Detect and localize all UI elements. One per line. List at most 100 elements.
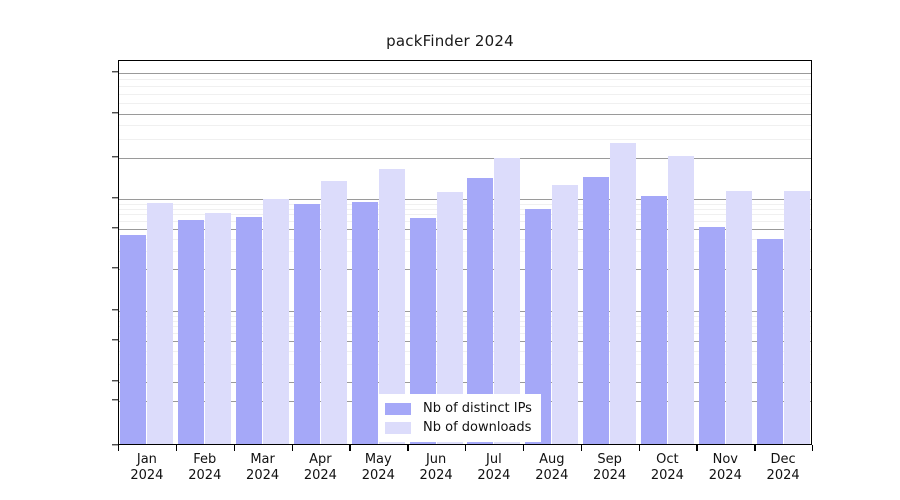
x-axis-tick-label: Nov 2024 bbox=[680, 452, 770, 484]
gridline-minor bbox=[119, 86, 811, 88]
gridline-minor bbox=[119, 208, 811, 210]
gridline-minor bbox=[119, 203, 811, 205]
x-axis-tick-label: May 2024 bbox=[333, 452, 423, 484]
gridline-major bbox=[119, 341, 811, 342]
x-axis-tick-label: Apr 2024 bbox=[275, 452, 365, 484]
legend-item-label: Nb of downloads bbox=[423, 420, 532, 435]
gridline-minor bbox=[119, 103, 811, 105]
legend-item-label: Nb of distinct IPs bbox=[423, 401, 532, 416]
gridline-minor bbox=[119, 315, 811, 317]
x-axis-tick-label: Mar 2024 bbox=[218, 452, 308, 484]
bar-distinct-ips bbox=[236, 217, 263, 444]
x-axis-tick-mark bbox=[812, 445, 814, 451]
x-axis-tick-mark bbox=[175, 445, 178, 451]
bar-distinct-ips bbox=[756, 238, 783, 444]
x-axis-tick-mark bbox=[638, 445, 640, 451]
bar-downloads bbox=[263, 199, 290, 444]
bar-downloads bbox=[552, 184, 579, 444]
x-axis-tick-year: 2024 bbox=[188, 468, 222, 483]
gridline-major bbox=[119, 73, 811, 74]
x-axis-tick-label: Jun 2024 bbox=[391, 452, 481, 484]
x-axis-tick-month: Feb bbox=[193, 452, 217, 467]
gridline-minor bbox=[119, 79, 811, 81]
y-axis-tick-mark bbox=[112, 309, 118, 311]
y-axis-tick-mark bbox=[112, 112, 118, 114]
bar-distinct-ips bbox=[293, 203, 320, 444]
x-axis-tick-year: 2024 bbox=[535, 468, 569, 483]
x-axis-tick-year: 2024 bbox=[419, 468, 453, 483]
x-axis-tick-year: 2024 bbox=[130, 468, 164, 483]
gridline-minor bbox=[119, 251, 811, 253]
x-axis-tick-label: Jul 2024 bbox=[449, 452, 539, 484]
x-axis-tick-month: Sep bbox=[597, 452, 622, 467]
chart-legend: Nb of distinct IPs Nb of downloads bbox=[378, 394, 541, 442]
x-axis-tick-month: Dec bbox=[770, 452, 796, 467]
x-axis-tick-year: 2024 bbox=[477, 468, 511, 483]
gridline-major bbox=[119, 114, 811, 115]
x-axis-tick-label: Sep 2024 bbox=[565, 452, 655, 484]
x-axis-tick-mark bbox=[118, 445, 120, 451]
gridline-minor bbox=[119, 320, 811, 322]
y-axis-tick-mark bbox=[112, 156, 118, 158]
gridline-major bbox=[119, 199, 811, 200]
bar-downloads bbox=[205, 212, 232, 444]
legend-swatch-icon bbox=[385, 421, 411, 434]
bar-downloads bbox=[725, 190, 752, 444]
x-axis-tick-month: Mar bbox=[250, 452, 275, 467]
y-axis-tick-mark bbox=[112, 444, 118, 446]
x-axis-tick-mark bbox=[754, 445, 756, 451]
x-axis-tick-mark bbox=[465, 445, 467, 451]
x-axis-tick-month: May bbox=[364, 452, 392, 467]
gridline-minor bbox=[119, 363, 811, 365]
bar-downloads bbox=[320, 181, 347, 444]
gridline-minor bbox=[119, 238, 811, 240]
y-axis-tick-mark bbox=[112, 339, 118, 341]
gridline-minor bbox=[119, 124, 811, 126]
x-axis-tick-label: Aug 2024 bbox=[507, 452, 597, 484]
x-axis-tick-mark bbox=[233, 445, 236, 451]
bar-distinct-ips bbox=[698, 227, 725, 444]
x-axis-tick-month: Apr bbox=[309, 452, 332, 467]
y-axis-tick-mark bbox=[112, 227, 118, 229]
x-axis-tick-label: Feb 2024 bbox=[160, 452, 250, 484]
x-axis-tick-month: Nov bbox=[712, 452, 738, 467]
legend-item[interactable]: Nb of downloads bbox=[385, 418, 532, 437]
x-axis-tick-year: 2024 bbox=[650, 468, 684, 483]
chart-title: packFinder 2024 bbox=[386, 32, 514, 50]
gridline-minor bbox=[119, 221, 811, 223]
x-axis-tick-year: 2024 bbox=[708, 468, 742, 483]
x-axis-tick-year: 2024 bbox=[303, 468, 337, 483]
y-axis-tick-mark bbox=[112, 380, 118, 382]
x-axis-tick-year: 2024 bbox=[593, 468, 627, 483]
gridline-minor bbox=[119, 333, 811, 335]
y-axis-tick-mark bbox=[112, 71, 118, 73]
x-axis-tick-mark bbox=[407, 445, 409, 451]
x-axis-tick-mark bbox=[291, 445, 293, 451]
y-axis-tick-mark bbox=[112, 399, 118, 401]
x-axis-tick-mark bbox=[580, 445, 583, 451]
x-axis-tick-label: Oct 2024 bbox=[622, 452, 712, 484]
x-axis-tick-month: Aug bbox=[539, 452, 565, 467]
plot-area bbox=[118, 60, 812, 445]
gridline-major bbox=[119, 311, 811, 312]
gridline-major bbox=[119, 229, 811, 230]
bar-downloads bbox=[147, 203, 174, 444]
gridline-minor bbox=[119, 138, 811, 140]
bar-downloads bbox=[610, 142, 637, 444]
bar-distinct-ips bbox=[351, 202, 378, 444]
x-axis-tick-month: Oct bbox=[656, 452, 679, 467]
legend-item[interactable]: Nb of distinct IPs bbox=[385, 399, 532, 418]
x-axis-tick-label: Dec 2024 bbox=[738, 452, 828, 484]
gridline-major bbox=[119, 269, 811, 270]
bar-distinct-ips bbox=[583, 177, 610, 444]
gridline-major bbox=[119, 158, 811, 159]
y-axis-tick-mark bbox=[112, 267, 118, 269]
bar-downloads bbox=[667, 155, 694, 444]
gridline-minor bbox=[119, 326, 811, 328]
gridline-minor bbox=[119, 94, 811, 96]
x-axis-tick-month: Jun bbox=[425, 452, 447, 467]
gridline-minor bbox=[119, 351, 811, 352]
bar-downloads bbox=[783, 190, 810, 444]
bar-distinct-ips bbox=[120, 234, 147, 444]
